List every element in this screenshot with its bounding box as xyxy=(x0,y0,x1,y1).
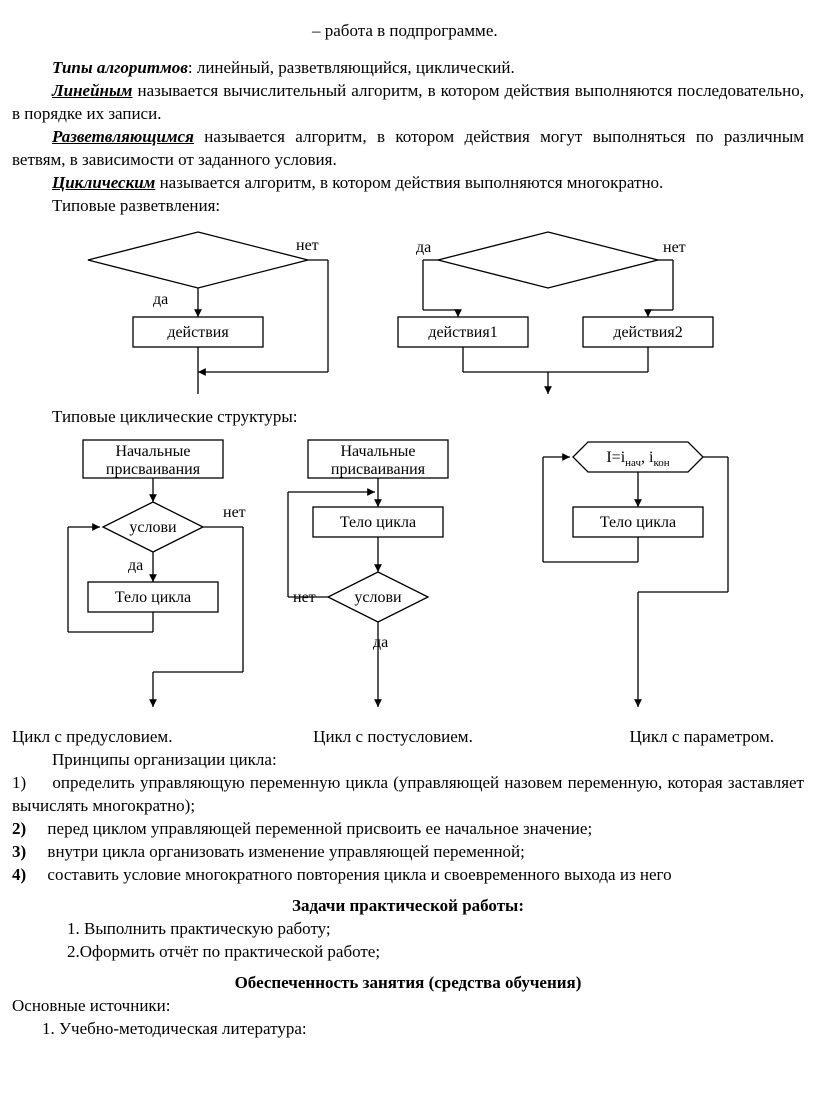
svg-text:I=iнач, iкон: I=iнач, iкон xyxy=(606,449,669,469)
svg-text:услови: услови xyxy=(354,589,402,606)
loop-title: Типовые циклические структуры: xyxy=(12,406,804,429)
text-linear-lead: Линейным xyxy=(52,81,132,100)
svg-text:нет: нет xyxy=(296,237,319,254)
text-types: Типы алгоритмов xyxy=(52,58,188,77)
bullet-subprogram: – работа в подпрограмме. xyxy=(312,20,804,43)
svg-text:нет: нет xyxy=(663,239,686,256)
svg-text:Тело цикла: Тело цикла xyxy=(340,514,416,531)
svg-text:Тело цикла: Тело цикла xyxy=(600,514,676,531)
svg-text:услови: услови xyxy=(129,519,177,536)
svg-text:нет: нет xyxy=(223,504,246,521)
svg-text:Начальные: Начальные xyxy=(341,443,416,460)
svg-text:действия: действия xyxy=(167,324,229,341)
text-branch-lead: Разветвляющимся xyxy=(52,127,194,146)
supply-heading: Обеспеченность занятия (средства обучени… xyxy=(12,972,804,995)
svg-text:действия2: действия2 xyxy=(613,324,682,341)
lit-item: 1. Учебно-методическая литература: xyxy=(42,1018,804,1041)
branch-title: Типовые разветвления: xyxy=(12,195,804,218)
task-2: 2.Оформить отчёт по практической работе; xyxy=(67,941,804,964)
para-cyclic: Циклическим называется алгоритм, в котор… xyxy=(12,172,804,195)
principle-4: 4) составить условие многократного повто… xyxy=(12,864,804,887)
cap-precond: Цикл с предусловием. xyxy=(12,726,252,749)
loop-diagram: Начальные присваивания услови нет да Тел… xyxy=(28,432,788,722)
svg-text:Начальные: Начальные xyxy=(116,443,191,460)
cap-param: Цикл с параметром. xyxy=(534,726,804,749)
svg-text:действия1: действия1 xyxy=(428,324,497,341)
svg-text:да: да xyxy=(373,634,388,651)
para-branch: Разветвляющимся называется алгоритм, в к… xyxy=(12,126,804,172)
svg-text:Тело цикла: Тело цикла xyxy=(115,589,191,606)
branching-diagram: нет да действия да нет действия1 действи… xyxy=(28,222,788,402)
task-1: 1. Выполнить практическую работу; xyxy=(67,918,804,941)
sources-label: Основные источники: xyxy=(12,995,804,1018)
svg-text:да: да xyxy=(153,291,168,308)
svg-text:присваивания: присваивания xyxy=(331,461,426,478)
principle-2: 2) перед циклом управляющей переменной п… xyxy=(12,818,804,841)
svg-text:присваивания: присваивания xyxy=(106,461,201,478)
cap-postcond: Цикл с постусловием. xyxy=(273,726,513,749)
principle-3: 3) внутри цикла организовать изменение у… xyxy=(12,841,804,864)
text-cyclic-lead: Циклическим xyxy=(52,173,155,192)
text-cyclic-rest: называется алгоритм, в котором действия … xyxy=(155,173,663,192)
tasks-heading: Задачи практической работы: xyxy=(12,895,804,918)
text-types-rest: : линейный, разветвляющийся, циклический… xyxy=(188,58,515,77)
svg-text:да: да xyxy=(416,239,431,256)
principles-title: Принципы организации цикла: xyxy=(12,749,804,772)
loop-captions: Цикл с предусловием. Цикл с постусловием… xyxy=(12,726,804,749)
para-linear: Линейным называется вычислительный алгор… xyxy=(12,80,804,126)
para-types: Типы алгоритмов: линейный, разветвляющий… xyxy=(12,57,804,80)
svg-text:да: да xyxy=(128,557,143,574)
principle-1: 1) определить управляющую переменную цик… xyxy=(12,772,804,818)
